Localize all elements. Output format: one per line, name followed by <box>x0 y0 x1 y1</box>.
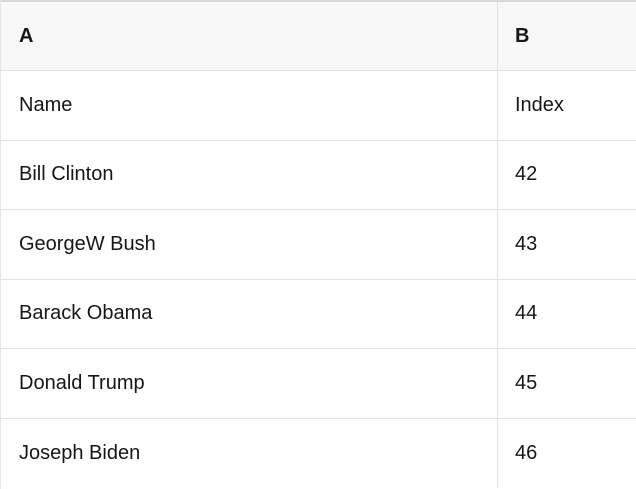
cell-b2-index[interactable]: 42 <box>498 141 636 210</box>
cell-text: Bill Clinton <box>19 163 114 186</box>
cell-a5-name[interactable]: Donald Trump <box>1 349 498 418</box>
cell-a1-name[interactable]: Name <box>1 71 498 140</box>
cell-a3-name[interactable]: GeorgeW Bush <box>1 210 498 279</box>
cell-b5-index[interactable]: 45 <box>498 349 636 418</box>
column-header-row: A B <box>1 2 636 71</box>
cell-text: Name <box>19 93 73 116</box>
cell-text: 42 <box>515 163 538 186</box>
cell-a4-name[interactable]: Barack Obama <box>1 279 498 348</box>
cell-text: 44 <box>515 302 538 325</box>
cell-b1-index[interactable]: Index <box>498 71 636 140</box>
cell-a6-name[interactable]: Joseph Biden <box>1 418 498 488</box>
cell-a2-name[interactable]: Bill Clinton <box>1 140 498 209</box>
cell-b3-index[interactable]: 43 <box>498 210 636 279</box>
cell-text: Donald Trump <box>19 371 145 394</box>
cell-text: Index <box>515 93 564 116</box>
cell-text: GeorgeW Bush <box>19 232 156 255</box>
column-header-b[interactable]: B <box>498 2 636 70</box>
table-row: Barack Obama 44 <box>1 279 636 349</box>
column-header-b-label: B <box>515 24 530 47</box>
table-row: Name Index <box>1 71 636 141</box>
cell-b6-index[interactable]: 46 <box>498 419 636 489</box>
table-row: GeorgeW Bush 43 <box>1 210 636 280</box>
cell-b4-index[interactable]: 44 <box>498 280 636 349</box>
cell-text: 43 <box>515 232 538 255</box>
column-header-a-label: A <box>19 24 34 47</box>
table-row: Joseph Biden 46 <box>1 418 636 489</box>
cell-text: 46 <box>515 441 538 464</box>
cell-text: Joseph Biden <box>19 441 141 464</box>
cell-text: 45 <box>515 371 538 394</box>
table-row: Bill Clinton 42 <box>1 140 636 210</box>
table-row: Donald Trump 45 <box>1 349 636 419</box>
cell-text: Barack Obama <box>19 302 153 325</box>
column-header-a[interactable]: A <box>1 2 498 70</box>
